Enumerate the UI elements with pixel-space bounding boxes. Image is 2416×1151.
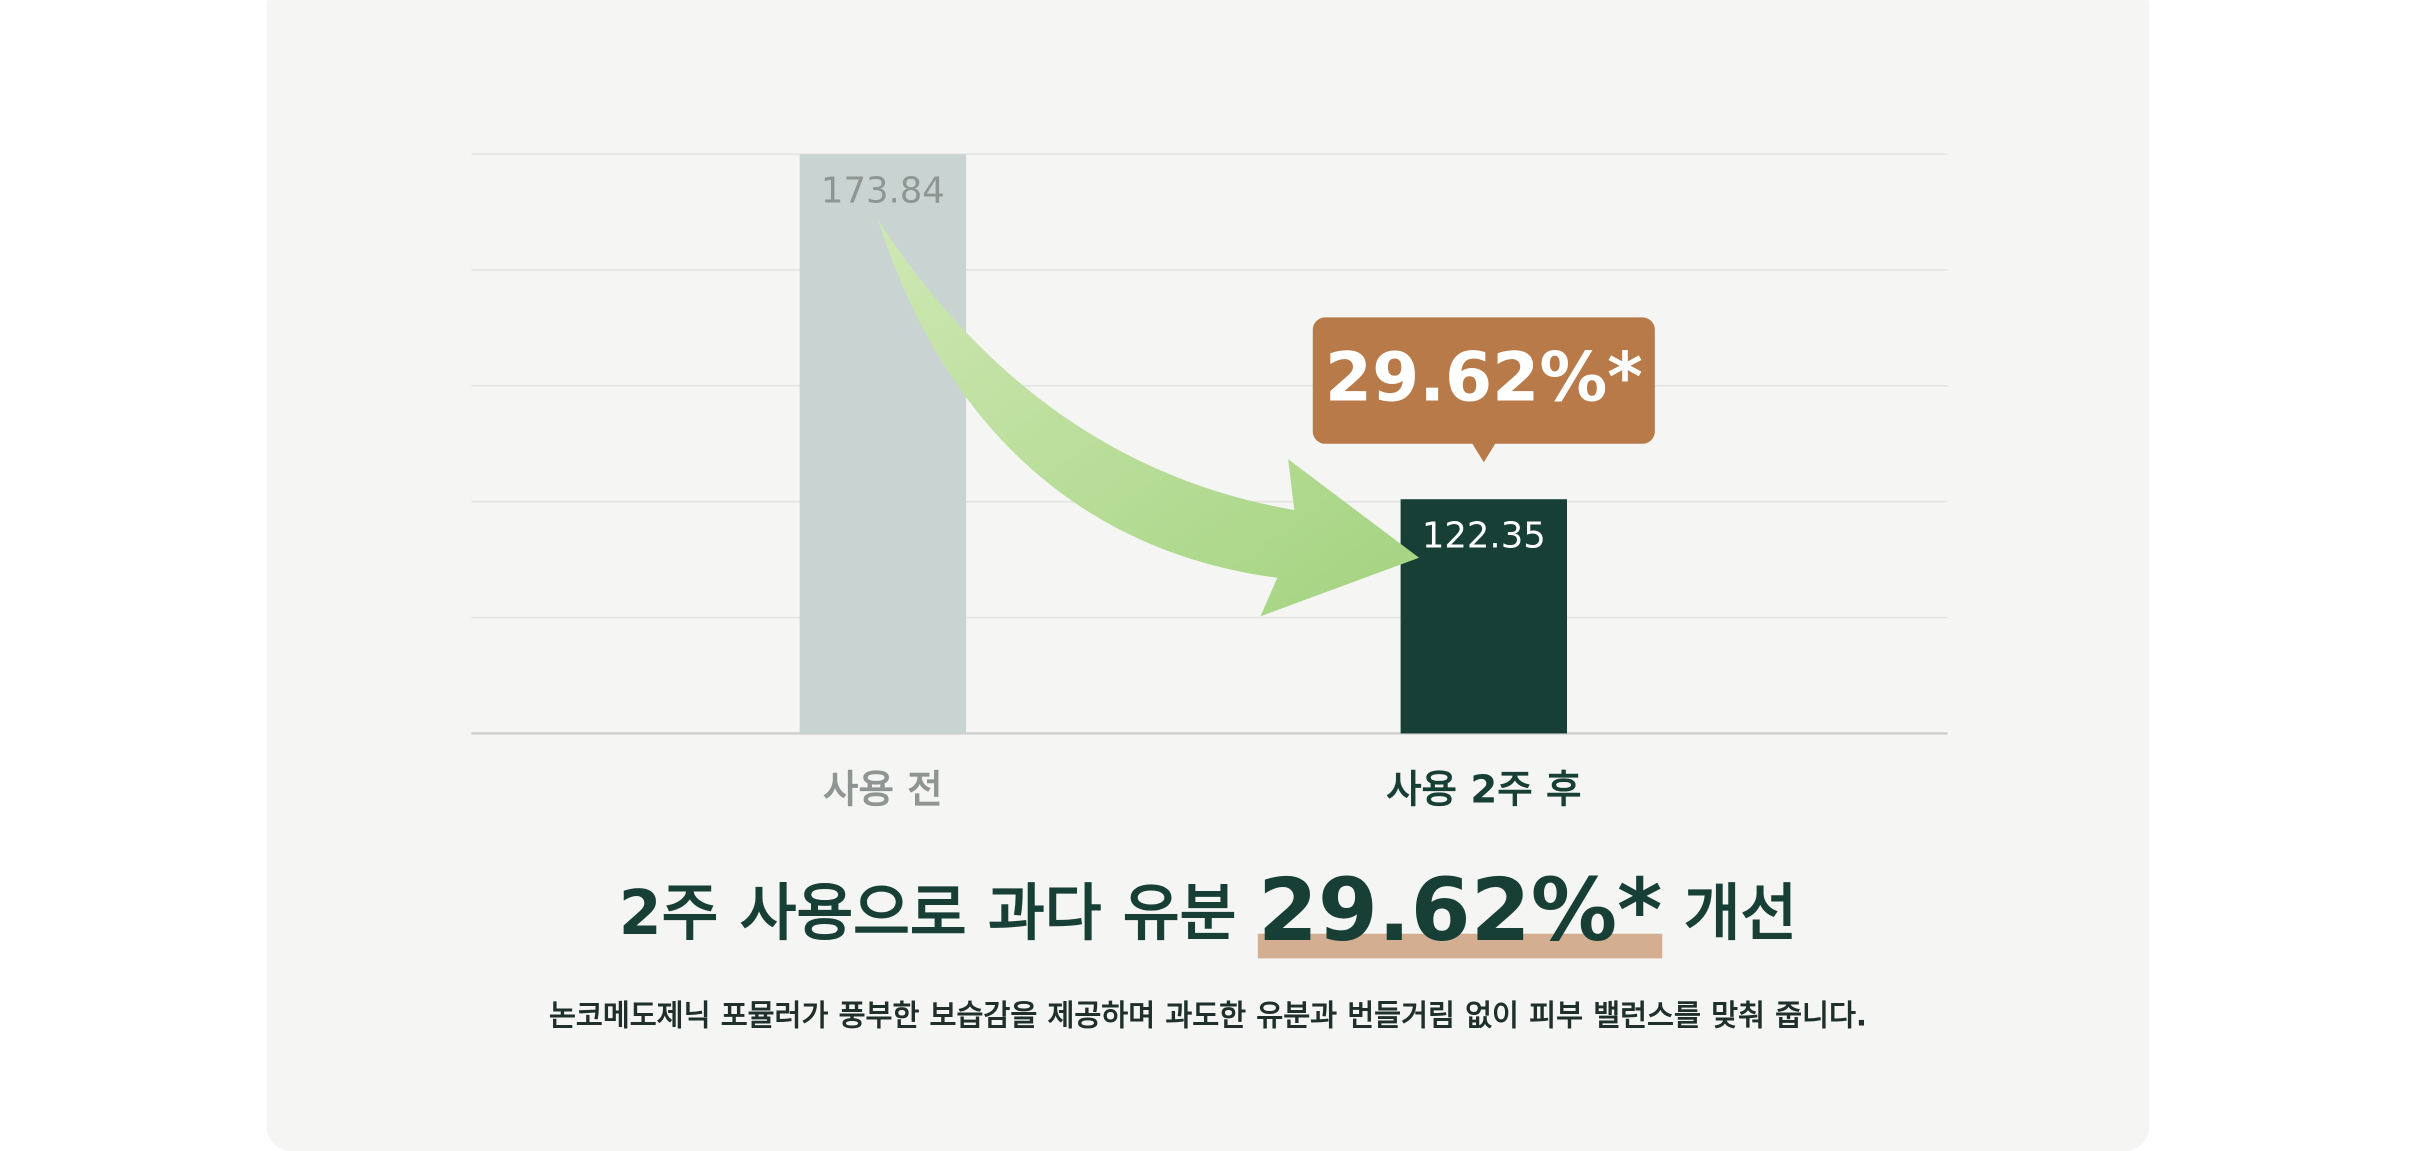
chart-title: 2주 사용으로 과다 유분 29.62%* 개선 [619,861,1797,961]
callout-label: 29.62%* [1325,338,1643,417]
bar [799,154,967,734]
title-highlight-bar [1257,933,1663,959]
value-label: 122.35 [1422,516,1546,557]
trend-arrow [878,220,1420,617]
card [266,0,2150,1151]
x-tick-label: 사용 2주 후 [1386,767,1581,812]
title-after: 개선 [1684,877,1797,949]
title-before: 2주 사용으로 과다 유분 [619,877,1236,949]
callout: 29.62%* [1312,317,1655,463]
bar [1400,499,1568,734]
callout-pointer [1471,442,1497,463]
subtitle: 논코메도제닉 포뮬러가 풍부한 보습감을 제공하며 과도한 유분과 번들거림 없… [549,998,1867,1032]
callout-box [1312,317,1655,444]
value-label: 173.84 [821,171,945,212]
x-tick-label: 사용 전 [823,767,943,812]
title-highlight: 29.62%* [1258,861,1662,961]
